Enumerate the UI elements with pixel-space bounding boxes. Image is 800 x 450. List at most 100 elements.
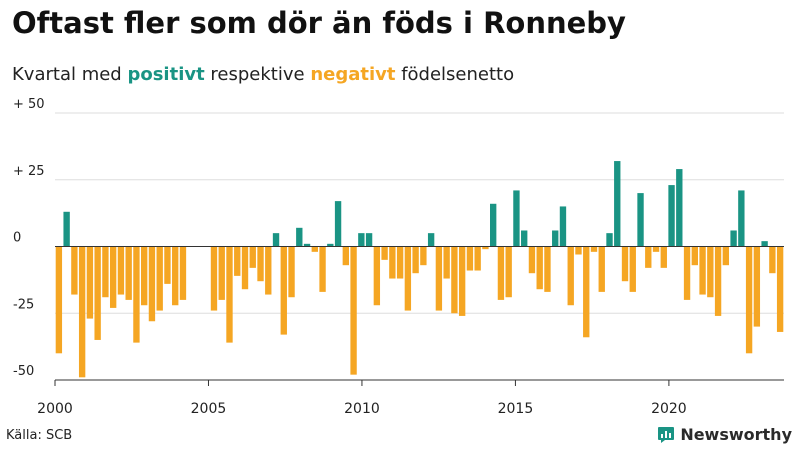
axes: + 50 + 25 0 -25 -50 2000 2005 2010 2015 2020 [13, 97, 784, 417]
y-tick-label: -25 [13, 297, 34, 312]
x-tick-label: 2015 [498, 401, 534, 417]
bar-2011K1 [396, 246, 404, 279]
bar-2008K4 [327, 243, 334, 247]
bar-2013K3 [474, 246, 481, 271]
y-tick-label: -50 [13, 364, 34, 379]
bar-2005K3 [226, 246, 233, 343]
bar-2014K2 [497, 246, 505, 300]
bar-2015K1 [521, 230, 528, 247]
bar-2020K2 [683, 246, 691, 300]
bar-2011K3 [412, 246, 419, 274]
subtitle-suffix: födelsenetto [395, 64, 515, 85]
bar-2016K1 [552, 230, 559, 247]
brand-logo: Newsworthy [657, 425, 792, 444]
bar-2002K3 [133, 246, 140, 343]
bar-2012K2 [435, 246, 443, 311]
bar-2006K4 [265, 246, 272, 295]
brand-name: Newsworthy [680, 425, 792, 444]
bar-2019K3 [660, 246, 667, 268]
bar-2002K4 [141, 246, 148, 306]
bar-2019K1 [645, 246, 652, 268]
bar-2016K4 [575, 246, 582, 255]
bar-2020K1 [676, 169, 683, 247]
source-note: Källa: SCB [6, 428, 73, 443]
bar-2021K2 [714, 246, 722, 316]
bar-2022K4 [761, 241, 768, 247]
bar-2022K2 [745, 246, 753, 354]
bar-2005K2 [218, 246, 225, 300]
bar-2017K4 [606, 233, 613, 247]
bar-2021K3 [722, 246, 730, 266]
bar-2000K4 [78, 246, 86, 378]
bar-2000K3 [71, 246, 78, 295]
y-tick-label: + 50 [13, 97, 45, 112]
bar-2008K1 [303, 243, 311, 247]
bar-2007K2 [280, 246, 287, 335]
bar-2007K3 [288, 246, 295, 298]
bar-2010K4 [389, 246, 396, 279]
bar-2019K4 [668, 185, 675, 247]
bar-2004K1 [179, 246, 187, 300]
bar-2014K1 [490, 203, 497, 247]
bar-2016K3 [567, 246, 574, 306]
bar-2015K2 [528, 246, 536, 274]
x-tick-label: 2010 [344, 401, 380, 417]
bar-2009K4 [358, 233, 365, 247]
bar-2023K2 [776, 246, 784, 332]
bar-2007K1 [272, 233, 280, 247]
bar-2008K2 [311, 246, 318, 252]
bar-2015K3 [536, 246, 543, 290]
bar-2003K4 [172, 246, 179, 306]
bar-2001K1 [86, 246, 94, 319]
y-tick-label: 0 [13, 231, 21, 246]
subtitle-negative-label: negativt [310, 64, 396, 85]
bar-2009K3 [350, 246, 357, 375]
bar-2017K1 [583, 246, 590, 338]
bar-2015K4 [544, 246, 551, 292]
bar-2002K1 [117, 246, 125, 295]
bar-2012K1 [427, 233, 435, 247]
bar-2006K2 [249, 246, 256, 268]
bar-2018K2 [621, 246, 629, 282]
bar-2020K4 [699, 246, 706, 295]
bar-2005K4 [234, 246, 241, 276]
bar-2011K4 [420, 246, 427, 266]
bar-2018K3 [629, 246, 636, 292]
bar-2006K3 [257, 246, 264, 282]
bar-2003K1 [148, 246, 156, 322]
bar-2009K2 [342, 246, 349, 266]
x-tick-label: 2000 [37, 401, 73, 417]
bar-2013K1 [458, 246, 466, 316]
bar-2007K4 [296, 227, 303, 247]
bar-2014K4 [513, 190, 520, 247]
bar-2021K1 [707, 246, 714, 298]
bar-2000K1 [55, 246, 63, 354]
bar-2022K1 [738, 190, 745, 247]
bars [55, 161, 784, 378]
bar-2019K2 [652, 246, 660, 252]
chart-subtitle: Kvartal med positivt respektive negativt… [12, 64, 514, 85]
bar-2002K2 [125, 246, 132, 300]
bar-2012K3 [443, 246, 450, 279]
bar-2010K2 [373, 246, 381, 306]
chart-title: Oftast fler som dör än föds i Ronneby [12, 6, 626, 40]
x-tick-label: 2005 [191, 401, 227, 417]
bar-2009K1 [334, 201, 342, 247]
bar-2001K2 [94, 246, 101, 340]
x-tick-label: 2020 [651, 401, 687, 417]
bar-2013K2 [466, 246, 474, 271]
bar-2018K4 [637, 193, 644, 247]
bar-2017K3 [598, 246, 605, 292]
bar-2008K3 [319, 246, 326, 292]
bar-chart-logo-icon [658, 426, 675, 443]
bar-2010K3 [381, 246, 388, 260]
subtitle-middle: respektive [204, 64, 311, 85]
y-tick-label: + 25 [13, 164, 45, 179]
bar-2001K4 [109, 246, 117, 308]
bar-2016K2 [559, 206, 567, 247]
bar-2014K3 [505, 246, 512, 298]
bar-2003K2 [156, 246, 163, 311]
bar-2005K1 [210, 246, 218, 311]
subtitle-positive-label: positivt [127, 64, 205, 85]
